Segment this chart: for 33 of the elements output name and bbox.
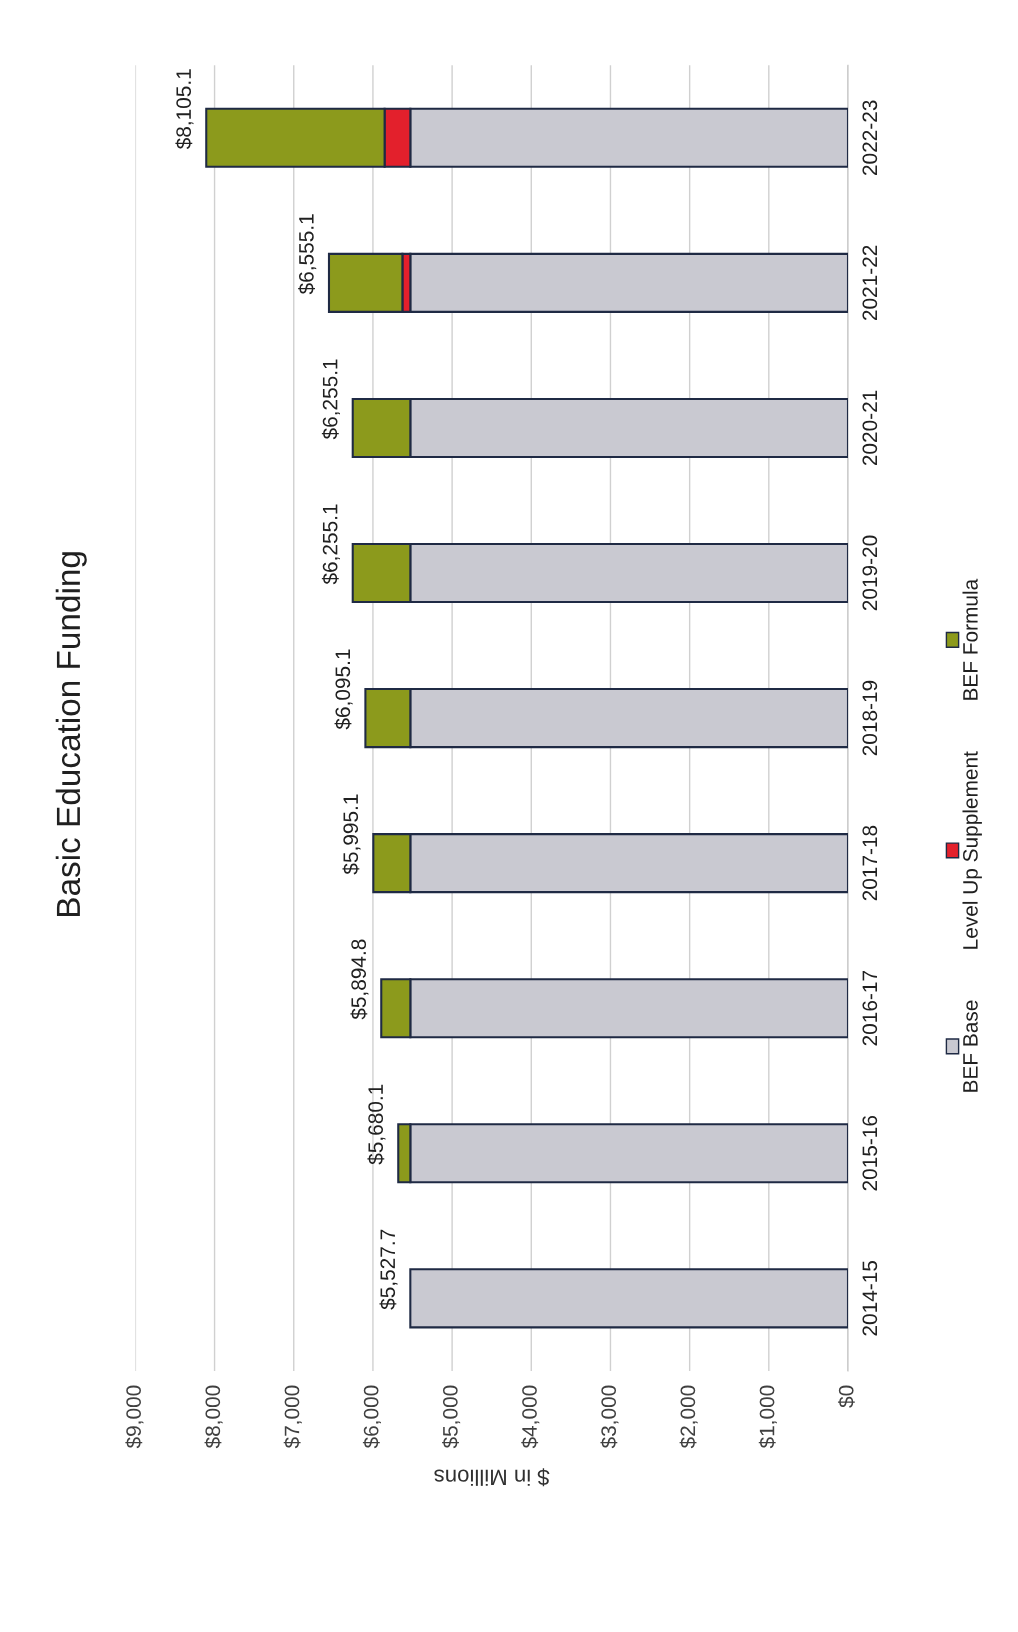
x-tick-label: $2,000 bbox=[679, 1385, 698, 1449]
legend-label: BEF Base bbox=[963, 1000, 978, 1092]
total-label: $8,105.1 bbox=[175, 69, 194, 150]
y-tick-label: 2017-18 bbox=[862, 825, 878, 901]
x-axis-title: $ in Millions bbox=[434, 1468, 550, 1487]
x-tick-label: $5,000 bbox=[442, 1385, 461, 1449]
x-tick-label: $6,000 bbox=[362, 1385, 381, 1449]
total-label: $6,555.1 bbox=[298, 214, 317, 295]
legend-label: Level Up Supplement bbox=[962, 751, 982, 949]
y-tick-label: 2022-23 bbox=[862, 100, 878, 175]
total-label: $5,894.8 bbox=[350, 939, 369, 1020]
x-tick-label: $4,000 bbox=[521, 1385, 540, 1449]
y-tick-label: 2018-19 bbox=[862, 680, 878, 756]
text: Basic Education Funding bbox=[55, 552, 87, 917]
y-tick-label: 2021-22 bbox=[862, 245, 878, 321]
x-tick-label: $3,000 bbox=[600, 1385, 619, 1449]
total-label: $5,527.7 bbox=[379, 1229, 398, 1310]
legend-label: BEF Formula bbox=[962, 578, 978, 700]
y-tick-label: 2015-16 bbox=[862, 1115, 878, 1191]
total-label: $5,995.1 bbox=[342, 794, 361, 875]
y-tick-label: 2014-15 bbox=[862, 1260, 878, 1336]
y-tick-label: 2016-17 bbox=[862, 971, 878, 1046]
y-tick-label: 2020-21 bbox=[862, 390, 878, 466]
total-label: $6,255.1 bbox=[321, 359, 340, 440]
total-label: $6,255.1 bbox=[321, 504, 340, 585]
x-tick-label: $1,000 bbox=[758, 1385, 777, 1449]
total-label: $5,680.1 bbox=[367, 1084, 386, 1165]
y-tick-label: 2019-20 bbox=[862, 535, 878, 611]
x-tick-label: $7,000 bbox=[283, 1385, 302, 1449]
total-label: $6,095.1 bbox=[334, 649, 353, 730]
x-tick-label: $8,000 bbox=[204, 1385, 223, 1449]
x-tick-label: $0 bbox=[837, 1385, 855, 1408]
x-tick-label: $9,000 bbox=[125, 1385, 144, 1449]
